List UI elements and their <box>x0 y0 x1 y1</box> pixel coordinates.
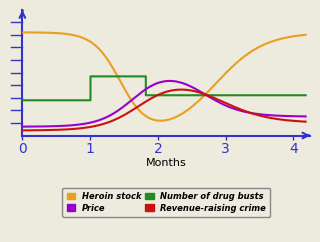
X-axis label: Months: Months <box>146 158 187 168</box>
Legend: Heroin stock, Price, Number of drug busts, Revenue-raising crime: Heroin stock, Price, Number of drug bust… <box>62 188 270 217</box>
